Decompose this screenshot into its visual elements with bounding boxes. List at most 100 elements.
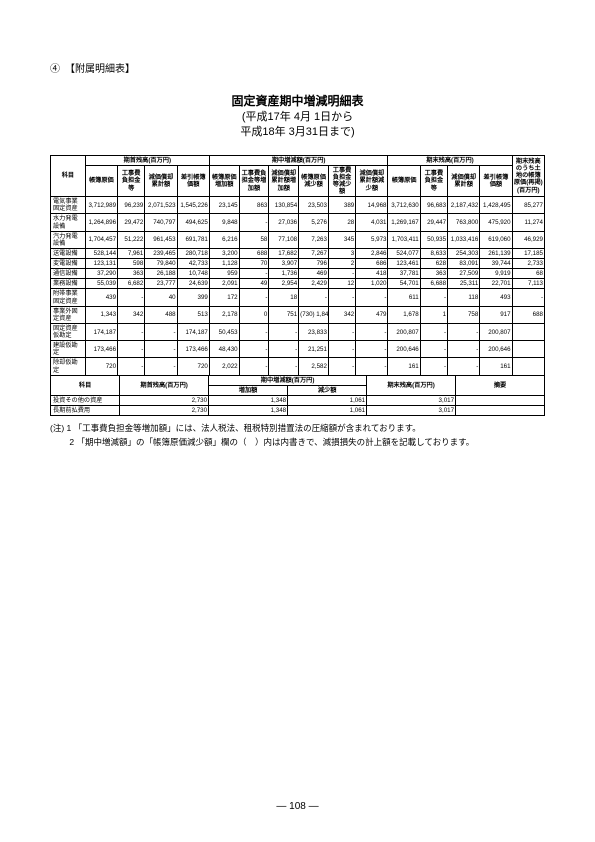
cell: 2,022 <box>209 358 239 375</box>
cell: 83,091 <box>448 259 480 269</box>
cell: 1,061 <box>288 406 367 416</box>
cell: 3,712,989 <box>85 197 117 214</box>
cell: 12 <box>328 279 355 289</box>
cell: 363 <box>420 269 447 279</box>
cell: 3,017 <box>367 395 456 405</box>
cell: 23,777 <box>145 279 177 289</box>
cell: 200,646 <box>480 341 512 358</box>
cell: - <box>328 341 355 358</box>
th-c3: 減価償却累計額 <box>145 165 177 197</box>
cell: 5,276 <box>299 214 329 231</box>
cell: 1,128 <box>209 259 239 269</box>
cell: 200,646 <box>388 341 420 358</box>
cell: 17,185 <box>512 248 544 258</box>
th2-g3: 期末残高(百万円) <box>367 375 456 395</box>
row-label: 通信設備 <box>51 269 86 279</box>
cell: - <box>239 358 269 375</box>
cell: 1,428,495 <box>480 197 512 214</box>
cell: 174,187 <box>85 323 117 340</box>
cell: - <box>328 358 355 375</box>
cell: - <box>239 323 269 340</box>
th-c6: 工事費負担金等増加額 <box>239 165 269 197</box>
cell: 418 <box>356 269 388 279</box>
th2-item: 科目 <box>51 375 120 395</box>
th2-s2: 減少額 <box>288 385 367 395</box>
cell: 686 <box>356 259 388 269</box>
cell: 488 <box>145 306 177 323</box>
cell: 2,187,432 <box>448 197 480 214</box>
cell: 524,077 <box>388 248 420 258</box>
cell: 46,929 <box>512 231 544 248</box>
cell: 22,701 <box>480 279 512 289</box>
row-label: 事業外固定資産 <box>51 306 86 323</box>
cell: 2,730 <box>120 406 209 416</box>
cell: 48,430 <box>209 341 239 358</box>
cell: 598 <box>118 259 145 269</box>
cell: 1,269,167 <box>388 214 420 231</box>
cell: 917 <box>480 306 512 323</box>
row-label: 変電設備 <box>51 259 86 269</box>
cell: 28 <box>328 214 355 231</box>
note-1: (注) 1 「工事費負担金等増加額」には、法人税法、租税特別措置法の圧縮額が含ま… <box>50 422 545 436</box>
cell: - <box>328 269 355 279</box>
th-grp3: 期末残高(百万円) <box>388 155 512 165</box>
cell: - <box>118 323 145 340</box>
cell: 469 <box>299 269 329 279</box>
cell: 161 <box>388 358 420 375</box>
cell: 1,264,896 <box>85 214 117 231</box>
row-label: 業務設備 <box>51 279 86 289</box>
cell: 70 <box>239 259 269 269</box>
cell: 21,251 <box>299 341 329 358</box>
cell: 628 <box>420 259 447 269</box>
cell: 49 <box>239 279 269 289</box>
cell: 173,466 <box>177 341 209 358</box>
cell <box>512 323 544 340</box>
cell <box>456 395 545 405</box>
cell: - <box>420 358 447 375</box>
th-c8: 帳簿原価減少額 <box>299 165 329 197</box>
cell: 261,139 <box>480 248 512 258</box>
cell: - <box>356 323 388 340</box>
cell: 27,509 <box>448 269 480 279</box>
cell: 2,733 <box>512 259 544 269</box>
cell: 29,447 <box>420 214 447 231</box>
cell: (730) 1,844 <box>299 306 329 323</box>
cell: 77,108 <box>269 231 299 248</box>
row-label: 水力発電設備 <box>51 214 86 231</box>
cell: - <box>512 289 544 306</box>
cell: 2,582 <box>299 358 329 375</box>
cell: - <box>145 358 177 375</box>
period-from: (平成17年 4月 1日から <box>50 110 545 125</box>
main-table: 科目 期首残高(百万円) 期中増減額(百万円) 期末残高(百万円) 期末残高のう… <box>50 155 545 376</box>
cell <box>456 406 545 416</box>
cell: - <box>239 341 269 358</box>
cell: 50,453 <box>209 323 239 340</box>
cell: 1 <box>420 306 447 323</box>
cell: 619,060 <box>480 231 512 248</box>
cell: 1,545,226 <box>177 197 209 214</box>
th-c2: 工事費負担金等 <box>118 165 145 197</box>
cell: 6,682 <box>118 279 145 289</box>
cell: 23,145 <box>209 197 239 214</box>
cell: 959 <box>209 269 239 279</box>
cell: 2,071,523 <box>145 197 177 214</box>
cell: 58 <box>239 231 269 248</box>
cell: 200,807 <box>388 323 420 340</box>
cell: 130,854 <box>269 197 299 214</box>
cell: 26,188 <box>145 269 177 279</box>
cell: 39,744 <box>480 259 512 269</box>
th-c1: 帳簿原価 <box>85 165 117 197</box>
cell: 11,274 <box>512 214 544 231</box>
cell: 8,633 <box>420 248 447 258</box>
cell: 37,781 <box>388 269 420 279</box>
cell: 18 <box>269 289 299 306</box>
cell: 2,846 <box>356 248 388 258</box>
cell: 342 <box>328 306 355 323</box>
cell: 493 <box>480 289 512 306</box>
cell: 54,701 <box>388 279 420 289</box>
cell: 68 <box>512 269 544 279</box>
cell <box>512 358 544 375</box>
cell: 2,178 <box>209 306 239 323</box>
cell: 720 <box>177 358 209 375</box>
cell: 14,968 <box>356 197 388 214</box>
